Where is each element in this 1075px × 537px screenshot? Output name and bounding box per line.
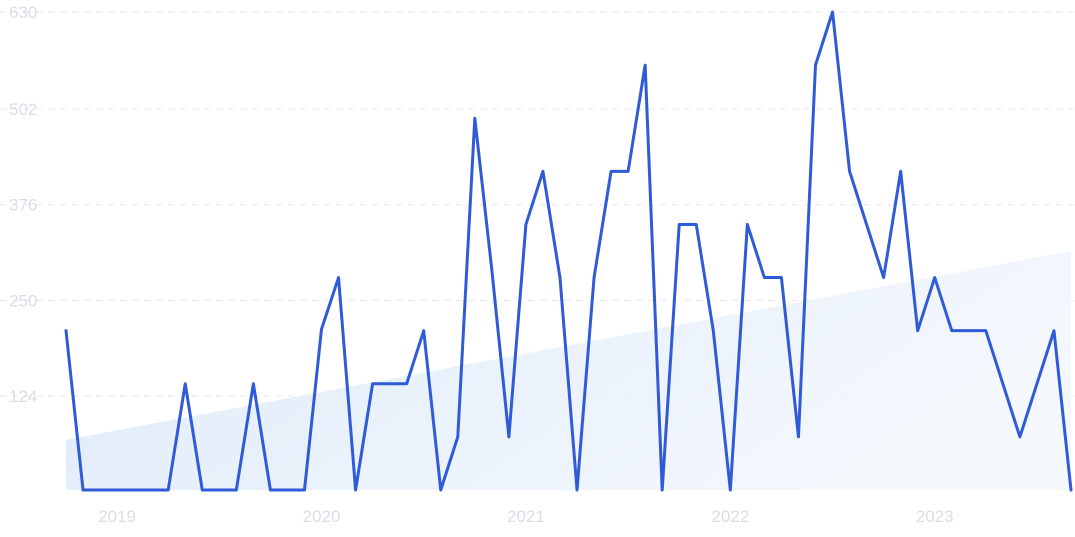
data-point: [303, 489, 306, 492]
x-tick-label: 2019: [98, 507, 136, 526]
data-point: [269, 489, 272, 492]
data-point: [848, 170, 851, 173]
data-point: [797, 435, 800, 438]
data-point: [150, 489, 153, 492]
data-point: [405, 382, 408, 385]
data-point: [746, 223, 749, 226]
data-point: [1035, 382, 1038, 385]
data-point: [712, 329, 715, 332]
data-point: [337, 276, 340, 279]
x-axis-ticks: 2019 2020 2021 2022 2023: [98, 507, 953, 526]
data-point: [933, 276, 936, 279]
data-point: [558, 276, 561, 279]
data-point: [729, 489, 732, 492]
data-point: [1052, 329, 1055, 332]
data-point: [235, 489, 238, 492]
data-point: [593, 276, 596, 279]
data-point: [899, 170, 902, 173]
data-point: [1070, 489, 1073, 492]
data-point: [610, 170, 613, 173]
data-point: [252, 382, 255, 385]
data-point: [286, 489, 289, 492]
x-tick-label: 2022: [711, 507, 749, 526]
data-point: [320, 328, 323, 331]
data-point: [167, 489, 170, 492]
data-point: [473, 117, 476, 120]
data-point: [422, 329, 425, 332]
data-point: [967, 329, 970, 332]
data-point: [201, 489, 204, 492]
data-point: [763, 276, 766, 279]
data-point: [133, 489, 136, 492]
x-tick-label: 2023: [916, 507, 954, 526]
y-axis-ticks: 630 502 376 250 124: [9, 3, 37, 406]
data-point: [541, 170, 544, 173]
y-tick-label: 376: [9, 196, 37, 215]
data-point: [882, 276, 885, 279]
data-point: [388, 382, 391, 385]
y-tick-label: 502: [9, 100, 37, 119]
data-point: [507, 435, 510, 438]
data-point: [678, 223, 681, 226]
data-point: [371, 382, 374, 385]
data-point: [814, 64, 817, 67]
data-point: [116, 489, 119, 492]
data-point: [984, 329, 987, 332]
data-point: [695, 223, 698, 226]
data-point: [644, 64, 647, 67]
data-point: [65, 329, 68, 332]
data-point: [661, 489, 664, 492]
data-point: [576, 489, 579, 492]
data-point: [354, 489, 357, 492]
data-point: [524, 223, 527, 226]
data-point: [950, 329, 953, 332]
data-point: [184, 382, 187, 385]
data-point: [490, 268, 493, 271]
series-line: [64, 10, 1073, 492]
data-point: [831, 11, 834, 14]
x-tick-label: 2020: [303, 507, 341, 526]
data-point: [456, 435, 459, 438]
y-tick-label: 250: [9, 291, 37, 310]
y-tick-label: 124: [9, 387, 37, 406]
x-tick-label: 2021: [507, 507, 545, 526]
data-point: [1018, 435, 1021, 438]
data-point: [218, 489, 221, 492]
data-point: [865, 223, 868, 226]
data-point: [1001, 382, 1004, 385]
y-tick-label: 630: [9, 3, 37, 22]
data-point: [99, 489, 102, 492]
data-point: [627, 170, 630, 173]
data-point: [780, 276, 783, 279]
series-layer: [64, 10, 1073, 492]
data-point: [439, 489, 442, 492]
data-point: [82, 489, 85, 492]
data-point: [916, 329, 919, 332]
